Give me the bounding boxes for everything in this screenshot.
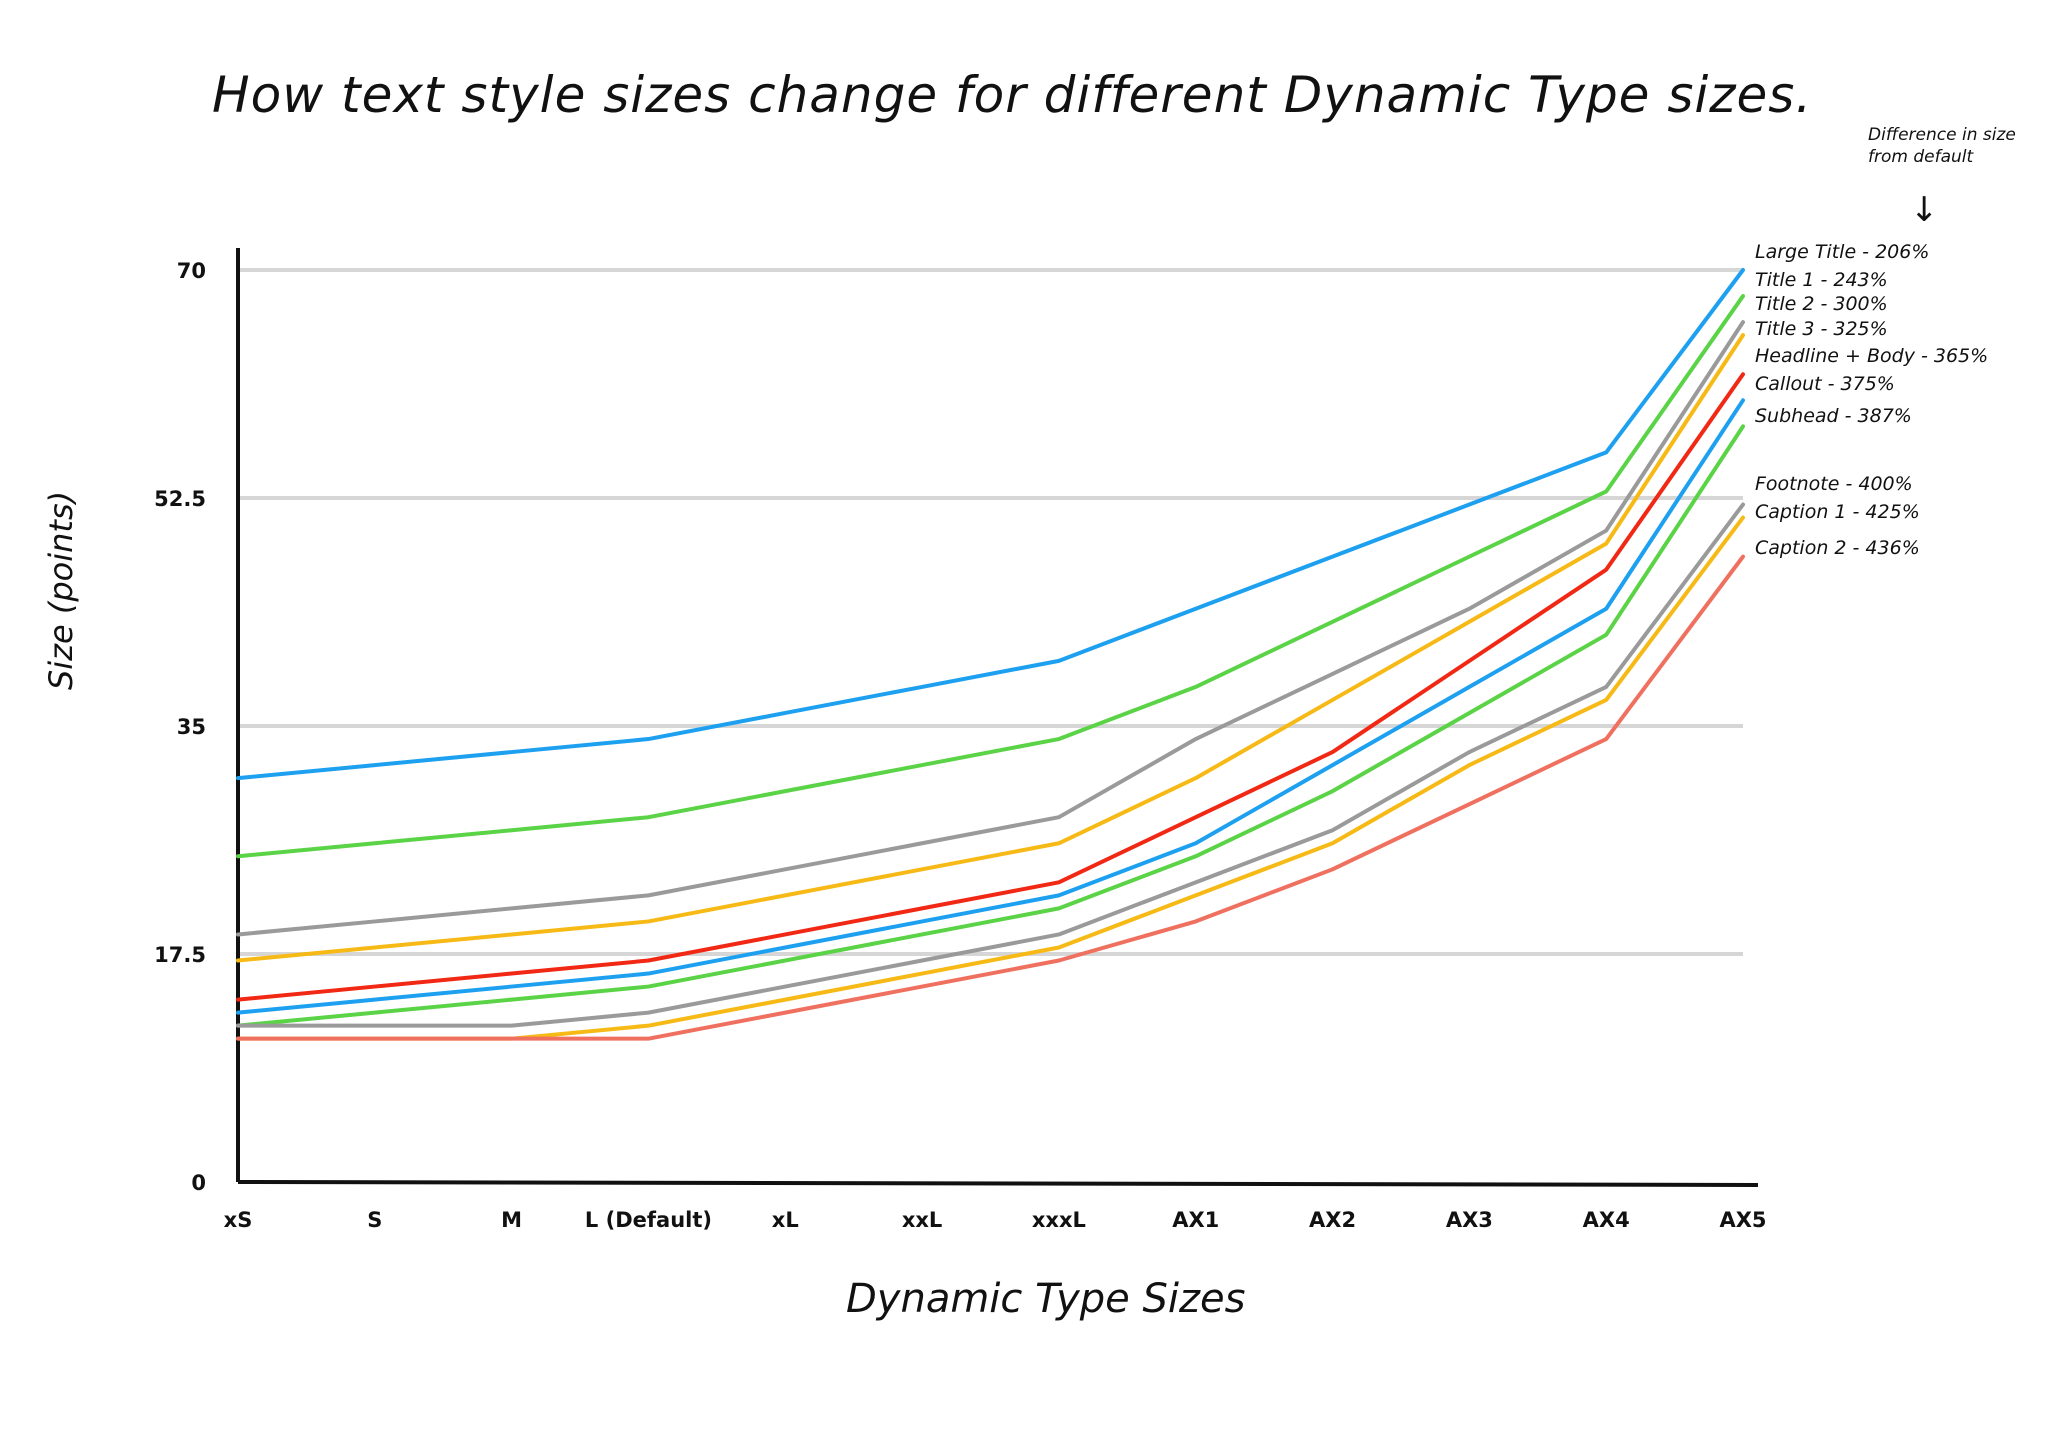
- y-tick-label: 0: [191, 1171, 206, 1195]
- x-tick-label: M: [501, 1208, 522, 1232]
- series-line-title-3: [236, 333, 1745, 963]
- x-tick-label: xxxL: [1032, 1208, 1086, 1232]
- legend-label: Large Title - 206%: [1755, 241, 1929, 263]
- x-tick-label: xL: [772, 1208, 799, 1232]
- y-tick-label: 52.5: [154, 487, 206, 511]
- series-line-caption-2: [236, 554, 1745, 1041]
- series-line-title-2: [236, 320, 1745, 937]
- x-axis: [237, 1180, 1759, 1187]
- x-tick-label: AX4: [1583, 1208, 1630, 1232]
- series-line-title-1: [236, 294, 1745, 859]
- x-tick-label: AX1: [1172, 1208, 1219, 1232]
- x-tick-label: AX5: [1719, 1208, 1766, 1232]
- legend-label: Title 1 - 243%: [1755, 269, 1888, 291]
- x-tick-label: S: [367, 1208, 382, 1232]
- x-tick-label: xxL: [902, 1208, 942, 1232]
- series-line-headline-body: [236, 372, 1745, 1002]
- legend-note: Difference in size from default: [1868, 125, 2016, 167]
- legend-label: Headline + Body - 365%: [1755, 345, 1988, 367]
- series-line-large-title: [236, 268, 1745, 781]
- legend-label: Footnote - 400%: [1755, 473, 1913, 495]
- x-tick-label: AX2: [1309, 1208, 1356, 1232]
- legend-label: Callout - 375%: [1755, 373, 1895, 395]
- x-tick-label: L (Default): [585, 1208, 712, 1232]
- legend-label: Caption 2 - 436%: [1755, 537, 1920, 559]
- x-tick-label: AX3: [1446, 1208, 1493, 1232]
- y-tick-label: 17.5: [154, 943, 206, 967]
- legend-label: Subhead - 387%: [1755, 405, 1912, 427]
- legend-label: Title 3 - 325%: [1755, 318, 1888, 340]
- x-axis-label: Dynamic Type Sizes: [846, 1276, 1246, 1322]
- legend-label: Caption 1 - 425%: [1755, 501, 1920, 523]
- y-tick-label: 35: [177, 715, 206, 739]
- chart-title: How text style sizes change for differen…: [212, 66, 1813, 124]
- down-arrow-icon: ↓: [1910, 190, 1939, 230]
- y-tick-label: 70: [177, 259, 206, 283]
- series-line-footnote: [236, 502, 1745, 1028]
- x-tick-label: xS: [224, 1208, 253, 1232]
- legend-label: Title 2 - 300%: [1755, 293, 1888, 315]
- series-line-callout: [236, 398, 1745, 1015]
- series-line-subhead: [236, 424, 1745, 1028]
